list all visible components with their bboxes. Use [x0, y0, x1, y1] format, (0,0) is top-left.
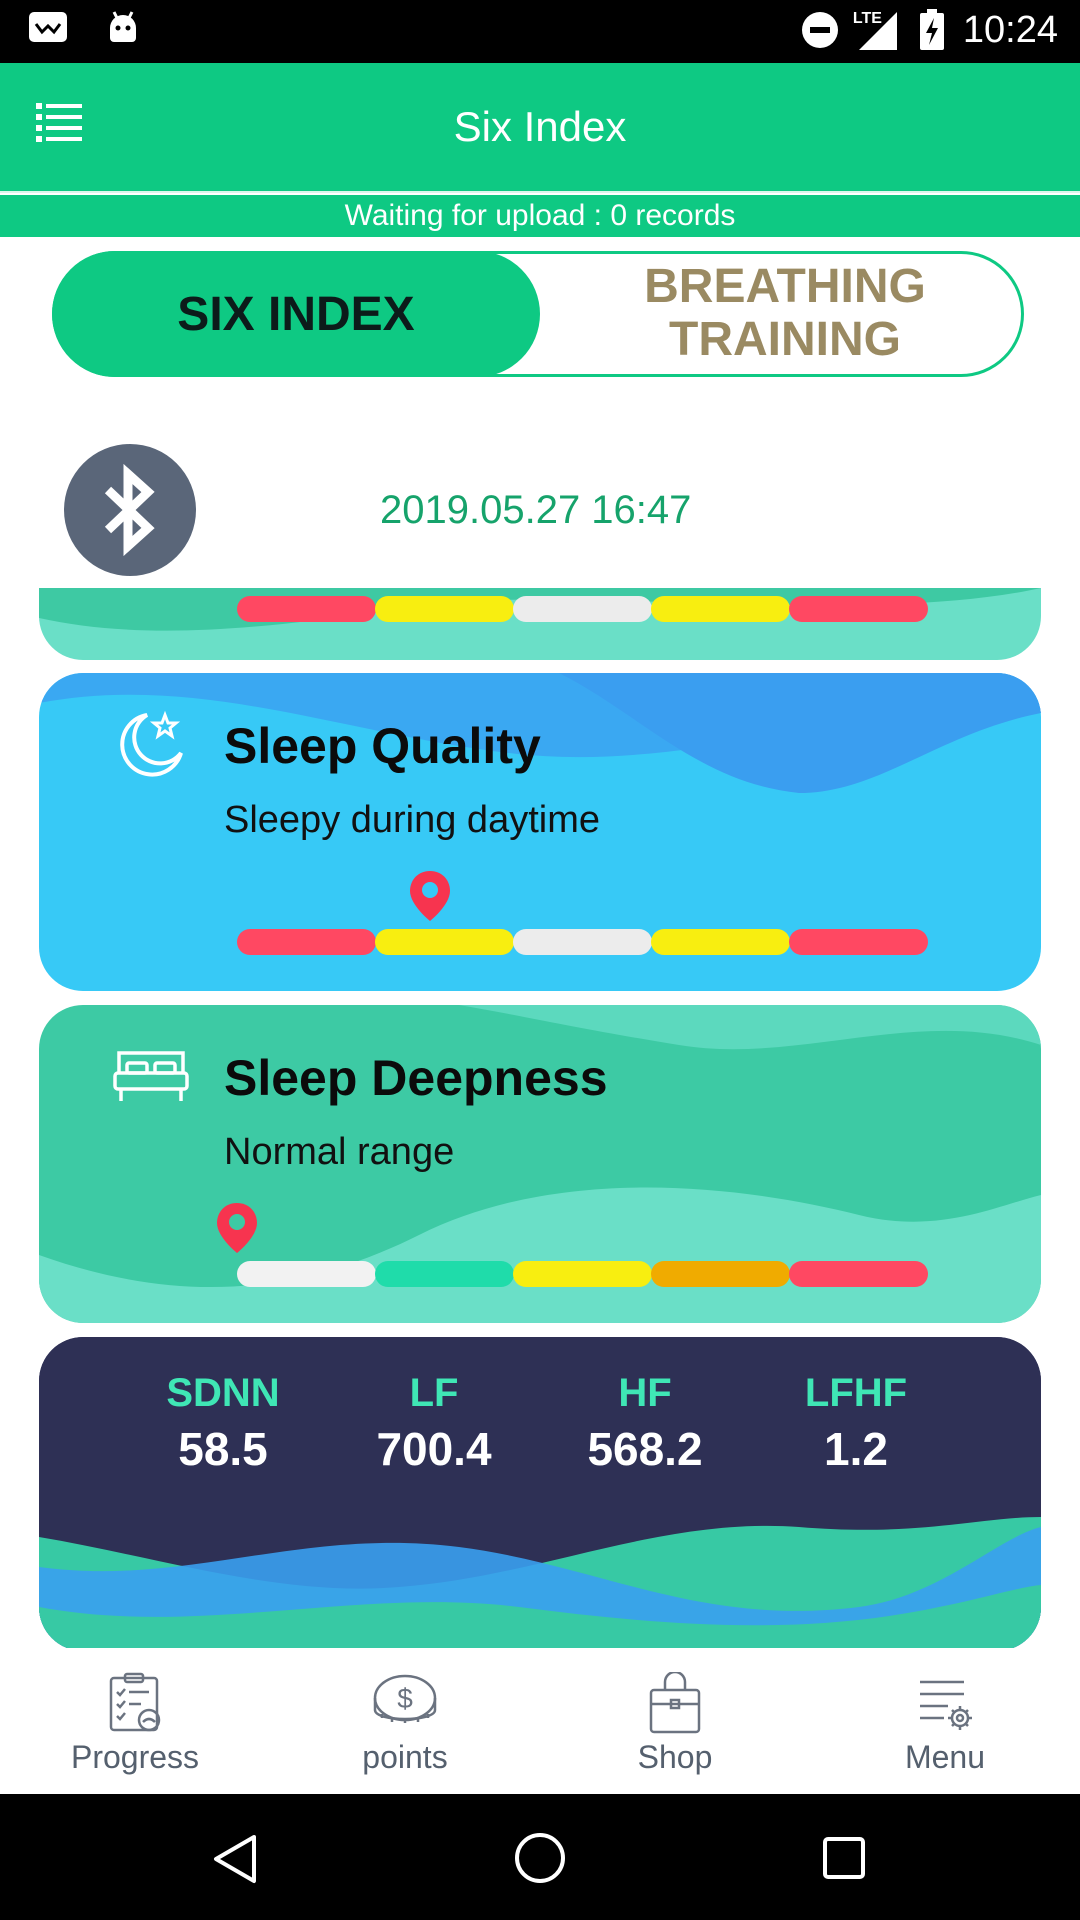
partial-index-card[interactable] — [39, 588, 1041, 660]
menu-settings-icon — [920, 1680, 972, 1730]
network-type-label: LTE — [852, 10, 882, 27]
nav-menu-label: Menu — [904, 1739, 986, 1775]
metric-label: LFHF — [804, 1371, 908, 1415]
bed-icon — [113, 1051, 189, 1101]
nav-shop[interactable]: Shop — [540, 1648, 810, 1794]
moon-star-icon — [120, 710, 183, 777]
sleep-deepness-title: Sleep Deepness — [224, 1050, 608, 1106]
app-bar: Six Index — [0, 63, 1080, 193]
sleep-deepness-marker-icon — [217, 1203, 257, 1253]
do-not-disturb-icon — [801, 12, 838, 48]
sleep-quality-scale-bar — [237, 929, 928, 955]
scale-segment — [789, 1261, 928, 1287]
tab-breathing-training[interactable]: BREATHING TRAINING — [545, 254, 1025, 374]
metric-label: LF — [409, 1371, 459, 1415]
status-bar: LTE 10:24 — [0, 0, 1080, 63]
scale-segment — [375, 1261, 514, 1287]
scale-segment — [651, 1261, 790, 1287]
system-navigation-bar — [0, 1794, 1080, 1920]
nav-progress-label: Progress — [70, 1739, 200, 1775]
nav-menu[interactable]: Menu — [810, 1648, 1080, 1794]
hrv-metrics-card[interactable]: SDNN 58.5 LF 700.4 HF 568.2 LFHF 1.2 — [39, 1337, 1041, 1651]
progress-clipboard-icon — [109, 1672, 161, 1732]
metric-value: 1.2 — [824, 1423, 888, 1475]
sleep-quality-marker-icon — [410, 871, 451, 921]
measurement-datetime: 2019.05.27 16:47 — [380, 488, 692, 532]
metric-label: HF — [618, 1371, 672, 1415]
nav-progress[interactable]: Progress — [0, 1648, 270, 1794]
scale-segment — [651, 596, 790, 622]
upload-status: Waiting for upload : 0 records — [0, 195, 1080, 237]
mode-toggle: SIX INDEX BREATHING TRAINING — [52, 251, 1024, 377]
index-scale-bar — [237, 596, 928, 622]
metric-lfhf: LFHF 1.2 — [756, 1371, 956, 1476]
scale-segment — [513, 596, 652, 622]
notification-mail-icon — [29, 12, 67, 42]
tab-six-index[interactable]: SIX INDEX — [52, 251, 540, 377]
scale-segment — [513, 1261, 652, 1287]
page-title: Six Index — [453, 103, 627, 150]
back-icon[interactable] — [212, 1834, 258, 1884]
nav-points[interactable]: $ points — [270, 1648, 540, 1794]
sleep-quality-status: Sleepy during daytime — [224, 799, 600, 841]
metric-lf: LF 700.4 — [334, 1371, 534, 1476]
status-time: 10:24 — [962, 8, 1058, 51]
nav-shop-label: Shop — [637, 1739, 713, 1775]
scale-segment — [237, 1261, 376, 1287]
scale-segment — [789, 596, 928, 622]
metric-label: SDNN — [166, 1371, 280, 1415]
scale-segment — [237, 929, 376, 955]
sleep-quality-card[interactable]: Sleep Quality Sleepy during daytime — [39, 673, 1041, 991]
bluetooth-button[interactable] — [64, 444, 196, 576]
sleep-deepness-card[interactable]: Sleep Deepness Normal range — [39, 1005, 1041, 1323]
metric-value: 568.2 — [587, 1423, 703, 1475]
app-bar-divider — [0, 191, 1080, 193]
scale-segment — [375, 596, 514, 622]
metric-sdnn: SDNN 58.5 — [123, 1371, 323, 1476]
sleep-deepness-status: Normal range — [224, 1131, 455, 1173]
nav-points-label: points — [362, 1739, 448, 1775]
android-notification-icon — [110, 11, 136, 42]
sleep-deepness-scale-bar — [237, 1261, 928, 1287]
scale-segment — [375, 929, 514, 955]
battery-charging-icon — [919, 9, 944, 50]
bottom-navigation: Progress $ points Shop Menu — [0, 1648, 1080, 1794]
scale-segment — [237, 596, 376, 622]
signal-icon: LTE — [853, 8, 901, 52]
coins-icon: $ — [373, 1674, 437, 1723]
metric-value: 58.5 — [178, 1423, 268, 1475]
home-icon[interactable] — [514, 1832, 566, 1884]
metric-hf: HF 568.2 — [545, 1371, 745, 1476]
scale-segment — [651, 929, 790, 955]
metric-value: 700.4 — [376, 1423, 492, 1475]
shopping-bag-icon — [649, 1670, 701, 1734]
tab-breathing-training-label: BREATHING TRAINING — [644, 260, 926, 366]
recents-icon[interactable] — [822, 1836, 866, 1880]
scale-segment — [513, 929, 652, 955]
sleep-quality-title: Sleep Quality — [224, 718, 541, 774]
svg-text:$: $ — [397, 1683, 413, 1714]
scale-segment — [789, 929, 928, 955]
bluetooth-icon — [104, 464, 155, 556]
list-menu-icon[interactable] — [34, 97, 86, 149]
